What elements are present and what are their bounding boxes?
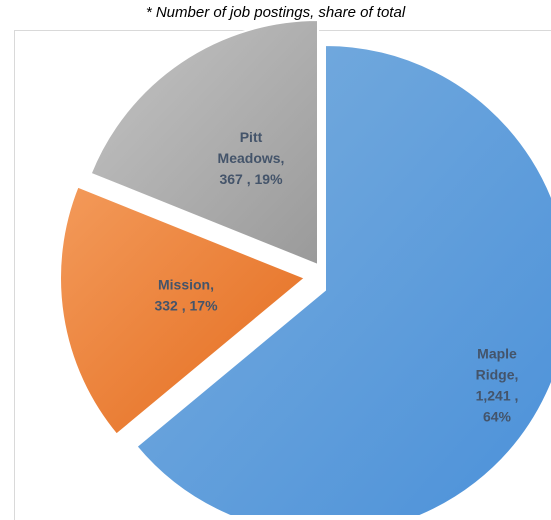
slice-label-pitt-meadows: Pitt Meadows, 367 , 19% — [218, 129, 285, 187]
chart-subtitle: * Number of job postings, share of total — [145, 4, 406, 21]
pie-slice-mission — [59, 185, 307, 436]
pie-slice-maple-ridge — [135, 43, 551, 515]
slice-label-mission: Mission, 332 , 17% — [154, 277, 218, 314]
pie-slice-pitt-meadows — [89, 18, 319, 267]
slice-label-maple-ridge: Maple Ridge, 1,241 , 64% — [476, 346, 519, 425]
